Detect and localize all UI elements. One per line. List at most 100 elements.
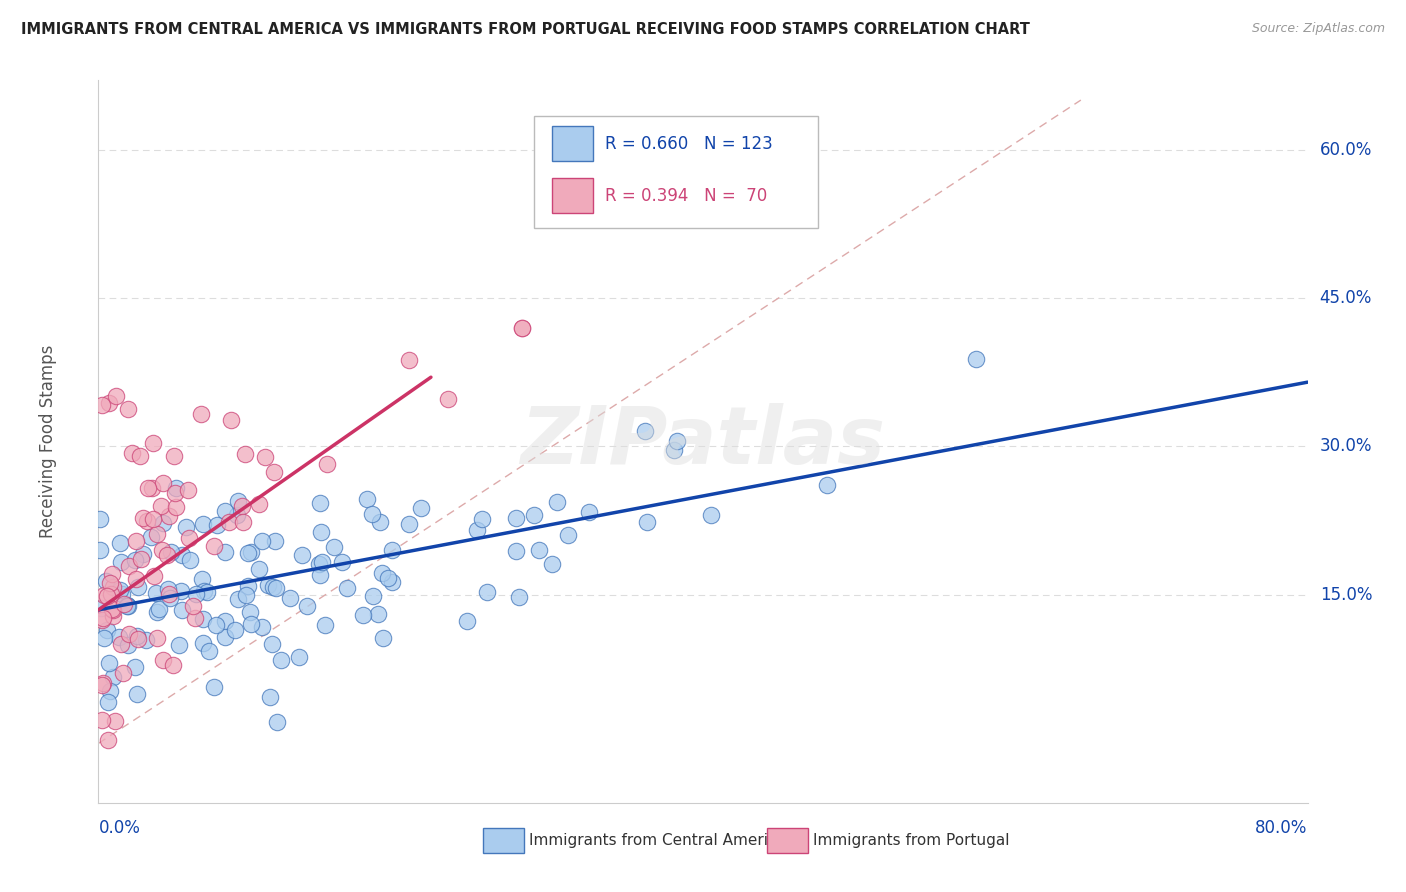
Point: [90, 601, 112, 615]
Point: [198, 644, 221, 658]
Point: [132, 511, 155, 525]
Point: [508, 590, 530, 604]
Text: Receiving Food Stamps: Receiving Food Stamps: [38, 345, 56, 538]
Point: [510, 320, 533, 334]
Point: [253, 450, 276, 464]
Point: [266, 715, 288, 730]
Point: [156, 548, 179, 562]
Point: [90, 613, 112, 627]
Point: [541, 557, 564, 571]
Point: [100, 587, 122, 601]
FancyBboxPatch shape: [534, 116, 818, 228]
Point: [115, 598, 138, 612]
Point: [121, 446, 143, 460]
Point: [125, 533, 148, 548]
Point: [110, 555, 132, 569]
Point: [377, 571, 399, 585]
Point: [288, 649, 311, 664]
Point: [129, 552, 152, 566]
Point: [309, 524, 332, 539]
Point: [165, 481, 187, 495]
Point: [226, 494, 249, 508]
Point: [250, 620, 273, 634]
Point: [111, 665, 134, 680]
Point: [226, 591, 249, 606]
Point: [117, 638, 139, 652]
Point: [205, 518, 228, 533]
Point: [101, 670, 124, 684]
Point: [118, 626, 141, 640]
Point: [815, 478, 838, 492]
Point: [142, 435, 165, 450]
Point: [150, 542, 173, 557]
Point: [316, 457, 339, 471]
Point: [235, 588, 257, 602]
Point: [97, 396, 120, 410]
Point: [162, 658, 184, 673]
Point: [170, 583, 193, 598]
Point: [157, 587, 180, 601]
Point: [665, 434, 688, 448]
Text: 45.0%: 45.0%: [1320, 289, 1372, 307]
Point: [190, 407, 212, 421]
Point: [93, 631, 115, 645]
Text: 0.0%: 0.0%: [98, 819, 141, 837]
Point: [142, 511, 165, 525]
Point: [471, 511, 494, 525]
Point: [89, 512, 111, 526]
Point: [96, 590, 118, 604]
Point: [260, 637, 283, 651]
Point: [239, 617, 262, 632]
Point: [636, 515, 658, 529]
Point: [233, 447, 256, 461]
Point: [165, 486, 187, 500]
Text: 80.0%: 80.0%: [1256, 819, 1308, 837]
Point: [110, 637, 132, 651]
Point: [177, 483, 200, 497]
Point: [100, 602, 122, 616]
Point: [308, 557, 330, 571]
Point: [634, 424, 657, 438]
Point: [221, 413, 243, 427]
Point: [163, 449, 186, 463]
Point: [141, 481, 163, 495]
Text: Immigrants from Portugal: Immigrants from Portugal: [813, 833, 1010, 848]
Point: [167, 639, 190, 653]
Point: [91, 678, 114, 692]
Point: [505, 544, 527, 558]
Point: [965, 351, 987, 366]
Point: [373, 631, 395, 645]
Point: [117, 599, 139, 614]
Point: [239, 605, 262, 619]
Point: [97, 733, 120, 747]
Point: [124, 660, 146, 674]
Point: [700, 508, 723, 523]
Point: [218, 515, 240, 529]
Point: [90, 399, 112, 413]
Point: [101, 566, 124, 581]
Point: [159, 591, 181, 605]
Point: [129, 449, 152, 463]
Point: [224, 623, 246, 637]
Point: [111, 587, 134, 601]
Point: [523, 508, 546, 522]
Point: [141, 529, 163, 543]
Point: [152, 653, 174, 667]
Point: [311, 555, 333, 569]
Point: [367, 607, 389, 621]
Point: [157, 509, 180, 524]
Point: [91, 611, 114, 625]
Point: [557, 528, 579, 542]
Point: [142, 569, 165, 583]
FancyBboxPatch shape: [551, 126, 593, 161]
Point: [160, 545, 183, 559]
Point: [101, 603, 124, 617]
Point: [202, 680, 225, 694]
Point: [510, 320, 533, 334]
Point: [263, 466, 285, 480]
Point: [132, 547, 155, 561]
Point: [96, 574, 118, 588]
Text: 30.0%: 30.0%: [1320, 437, 1372, 456]
Point: [104, 714, 127, 729]
Point: [179, 531, 201, 545]
